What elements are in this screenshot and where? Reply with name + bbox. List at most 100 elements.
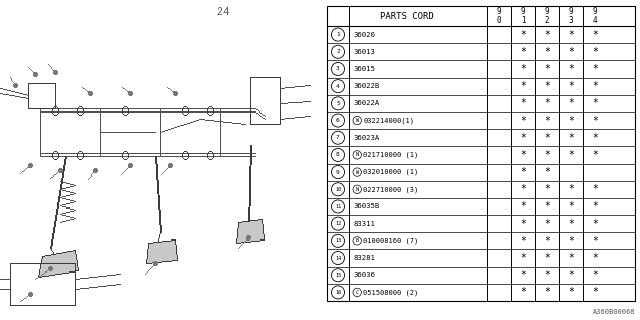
Text: 11: 11 [335, 204, 341, 209]
Text: *: * [568, 133, 574, 143]
Text: C: C [356, 290, 359, 295]
Text: 021710000 (1): 021710000 (1) [364, 152, 419, 158]
Text: *: * [592, 29, 598, 40]
Text: 3: 3 [336, 67, 340, 71]
Text: *: * [520, 236, 526, 246]
Text: *: * [568, 98, 574, 108]
Text: *: * [592, 253, 598, 263]
Text: N: N [356, 187, 359, 192]
Text: *: * [520, 81, 526, 91]
Text: *: * [544, 202, 550, 212]
Text: *: * [544, 287, 550, 297]
Text: *: * [520, 202, 526, 212]
Text: 9
2: 9 2 [545, 7, 549, 25]
Text: *: * [544, 29, 550, 40]
Text: 36035B: 36035B [354, 204, 380, 210]
Text: *: * [520, 133, 526, 143]
Text: *: * [568, 29, 574, 40]
Text: *: * [592, 81, 598, 91]
Text: 8: 8 [336, 152, 340, 157]
Text: 83311: 83311 [354, 221, 376, 227]
Text: *: * [520, 150, 526, 160]
Text: W: W [356, 118, 359, 123]
Text: *: * [544, 47, 550, 57]
Text: 12: 12 [335, 221, 341, 226]
Text: *: * [520, 47, 526, 57]
Text: N: N [356, 152, 359, 157]
Text: 032214000(1): 032214000(1) [364, 117, 415, 124]
Text: 1: 1 [336, 32, 340, 37]
Text: *: * [592, 64, 598, 74]
Text: *: * [568, 116, 574, 125]
Text: 010008160 (7): 010008160 (7) [364, 237, 419, 244]
Text: *: * [568, 184, 574, 194]
Text: PARTS CORD: PARTS CORD [380, 12, 434, 20]
Text: *: * [544, 184, 550, 194]
Text: 15: 15 [335, 273, 341, 278]
Text: *: * [520, 64, 526, 74]
Text: *: * [520, 253, 526, 263]
Text: *: * [592, 287, 598, 297]
Text: 7: 7 [336, 135, 340, 140]
Text: 13: 13 [335, 238, 341, 243]
Text: *: * [568, 202, 574, 212]
Text: 36022A: 36022A [354, 100, 380, 106]
Text: *: * [592, 202, 598, 212]
Text: 4: 4 [336, 84, 340, 89]
Text: *: * [520, 270, 526, 280]
Text: *: * [520, 287, 526, 297]
Text: *: * [568, 64, 574, 74]
Text: *: * [568, 287, 574, 297]
Text: *: * [568, 47, 574, 57]
Text: *: * [544, 253, 550, 263]
Text: *: * [592, 150, 598, 160]
Text: 36020: 36020 [354, 32, 376, 37]
Text: 051508000 (2): 051508000 (2) [364, 289, 419, 296]
Text: *: * [568, 150, 574, 160]
Text: 022710000 (3): 022710000 (3) [364, 186, 419, 193]
Text: *: * [520, 184, 526, 194]
Text: *: * [520, 167, 526, 177]
Text: 2: 2 [336, 49, 340, 54]
Text: 6: 6 [336, 118, 340, 123]
Text: 9
4: 9 4 [593, 7, 597, 25]
Text: 9
1: 9 1 [521, 7, 525, 25]
Text: *: * [568, 81, 574, 91]
Text: *: * [544, 236, 550, 246]
Text: 36022B: 36022B [354, 83, 380, 89]
Text: A360B00068: A360B00068 [593, 309, 635, 315]
Text: 36036: 36036 [354, 272, 376, 278]
Text: *: * [520, 29, 526, 40]
Text: *: * [568, 270, 574, 280]
Text: 10: 10 [335, 187, 341, 192]
Text: *: * [520, 116, 526, 125]
Text: 9
3: 9 3 [569, 7, 573, 25]
Text: *: * [544, 98, 550, 108]
Text: 36015: 36015 [354, 66, 376, 72]
Text: 16: 16 [335, 290, 341, 295]
Text: *: * [544, 133, 550, 143]
Text: *: * [592, 236, 598, 246]
Text: W: W [356, 170, 359, 175]
Text: *: * [592, 270, 598, 280]
Text: 9: 9 [336, 170, 340, 175]
Text: *: * [568, 219, 574, 229]
Text: 14: 14 [335, 256, 341, 260]
Text: *: * [592, 116, 598, 125]
Text: 9
0: 9 0 [497, 7, 501, 25]
Text: *: * [544, 219, 550, 229]
Text: *: * [592, 184, 598, 194]
Bar [327, 6, 635, 301]
Text: 36013: 36013 [354, 49, 376, 55]
Text: *: * [592, 219, 598, 229]
Text: 36023A: 36023A [354, 135, 380, 141]
Text: *: * [568, 236, 574, 246]
Text: *: * [544, 150, 550, 160]
Text: *: * [520, 98, 526, 108]
Text: *: * [544, 270, 550, 280]
Text: *: * [592, 47, 598, 57]
Text: *: * [544, 116, 550, 125]
Text: *: * [544, 81, 550, 91]
Text: 83281: 83281 [354, 255, 376, 261]
Text: *: * [544, 167, 550, 177]
